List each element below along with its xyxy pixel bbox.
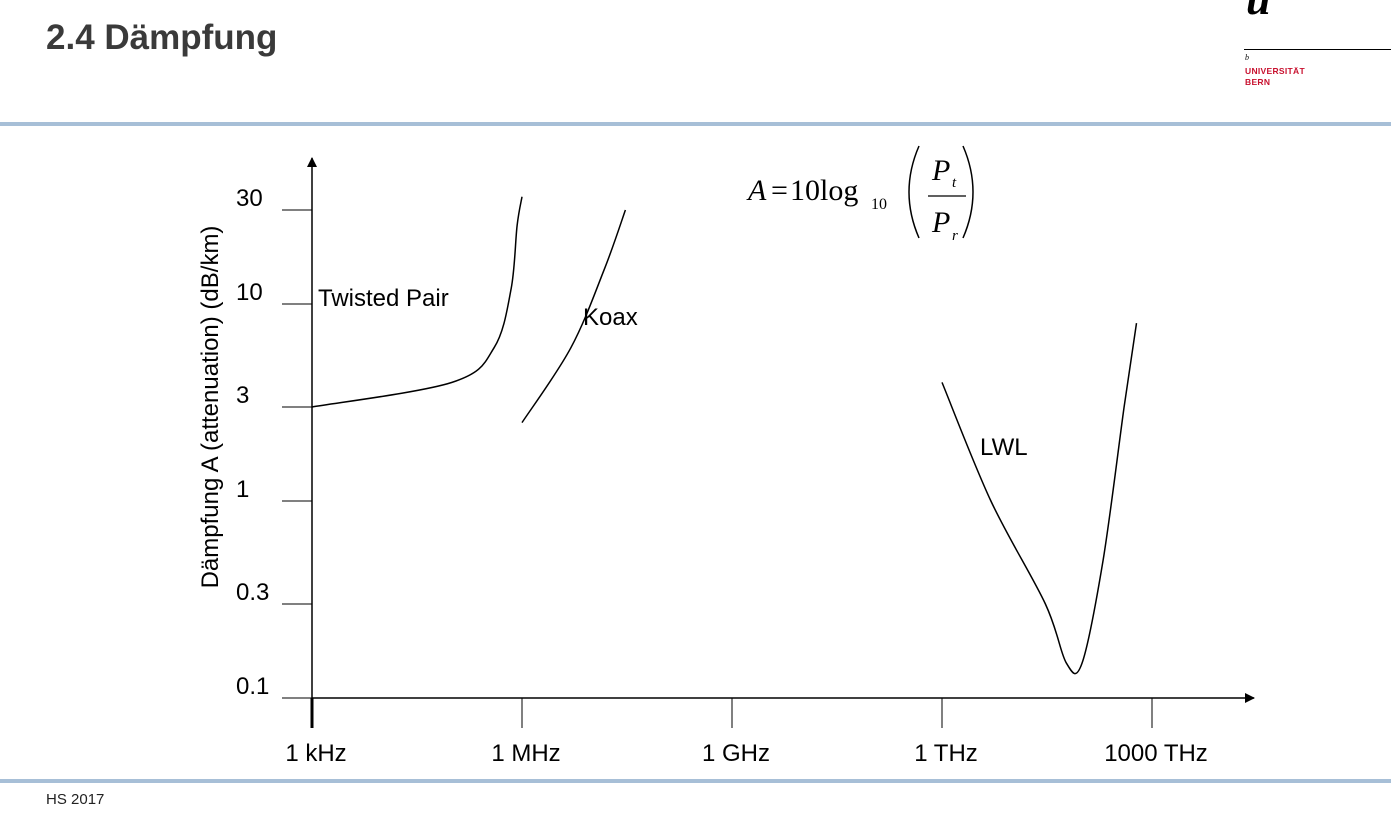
slide-title: 2.4 Dämpfung	[46, 18, 278, 57]
y-tick-label: 10	[236, 279, 263, 306]
chart-axes	[307, 157, 1255, 703]
series-label-koax: Koax	[583, 304, 638, 331]
logo-superscript: b	[1245, 53, 1249, 62]
x-tick-label: 1 kHz	[285, 740, 346, 767]
series-line-twisted-pair	[311, 196, 523, 408]
formula-equals: =	[771, 174, 788, 207]
y-tick-label: 1	[236, 476, 249, 503]
x-tick-label: 1 MHz	[491, 740, 560, 767]
x-ticks: 1 kHz 1 MHz 1 GHz 1 THz 1000 THz	[285, 698, 1208, 767]
logo-text: UNIVERSITÄT BERN	[1245, 66, 1305, 88]
formula-base: 10	[871, 196, 887, 213]
y-tick-label: 3	[236, 382, 249, 409]
y-tick-label: 0.1	[236, 673, 269, 700]
formula-left-paren	[908, 145, 920, 239]
series-label-lwl: LWL	[980, 434, 1028, 461]
y-axis-label: Dämpfung A (attenuation) (dB/km)	[197, 226, 224, 589]
y-ticks: 0.1 0.3 1 3 10 30	[236, 185, 312, 700]
y-tick-label: 30	[236, 185, 263, 212]
formula-lhs: A	[746, 174, 767, 207]
logo-line-bern: BERN	[1245, 77, 1271, 87]
formula-numerator: P	[931, 154, 950, 187]
series-line-koax	[521, 209, 627, 424]
x-tick-label: 1 GHz	[702, 740, 770, 767]
footer-divider	[0, 779, 1391, 783]
logo-line-universitat: UNIVERSITÄT	[1245, 66, 1305, 76]
series-label-twisted-pair: Twisted Pair	[318, 285, 449, 312]
y-tick-label: 0.3	[236, 579, 269, 606]
chart-series	[311, 196, 1138, 675]
formula-denominator-sub: r	[952, 228, 958, 244]
formula-right-paren	[962, 145, 974, 239]
logo-rule	[1244, 49, 1391, 50]
x-tick-label: 1 THz	[914, 740, 978, 767]
footer-text: HS 2017	[46, 791, 105, 808]
attenuation-formula: A = 10log 10 P tP r	[746, 145, 974, 244]
formula-numerator-sub: t	[952, 175, 957, 191]
formula-denominator: P	[931, 206, 950, 239]
x-tick-label: 1000 THz	[1104, 740, 1208, 767]
logo-mark: u	[1246, 0, 1270, 22]
series-line-lwl	[941, 322, 1138, 675]
header-divider	[0, 122, 1391, 126]
formula-log: 10log	[790, 174, 858, 207]
university-logo: u b UNIVERSITÄT BERN	[1244, 0, 1391, 100]
series-labels: Twisted Pair Koax LWL	[318, 285, 1028, 461]
